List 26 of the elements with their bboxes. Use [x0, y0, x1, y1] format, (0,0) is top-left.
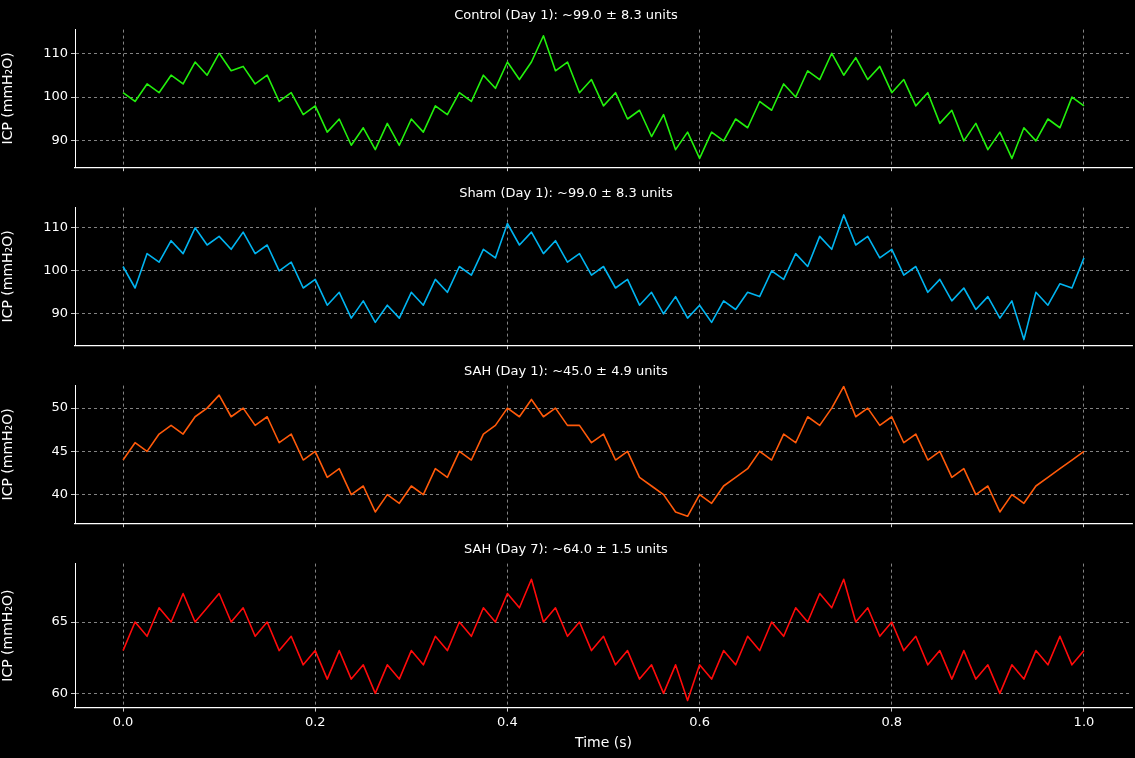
x-tick-label: 0.0: [112, 713, 134, 729]
y-tick-label: 110: [43, 44, 68, 60]
y-tick-label: 100: [43, 88, 68, 104]
x-axis-title: Time (s): [574, 734, 632, 751]
chart-title: SAH (Day 7): ~64.0 ± 1.5 units: [464, 541, 669, 557]
y-tick-label: 90: [51, 132, 68, 148]
x-tick-label: 0.4: [497, 713, 518, 729]
y-axis-title: ICP (mmH₂O): [0, 408, 16, 501]
y-axis-title: ICP (mmH₂O): [0, 230, 16, 323]
y-axis-title: ICP (mmH₂O): [0, 589, 16, 682]
y-tick-label: 65: [51, 613, 68, 629]
y-tick-label: 100: [43, 262, 68, 278]
x-tick-label: 0.6: [689, 713, 710, 729]
x-tick-label: 0.8: [881, 713, 903, 729]
chart-title: Control (Day 1): ~99.0 ± 8.3 units: [454, 7, 679, 23]
y-tick-label: 60: [51, 684, 68, 700]
y-tick-label: 50: [51, 399, 68, 415]
y-axis-title: ICP (mmH₂O): [0, 52, 16, 145]
y-tick-label: 110: [43, 219, 68, 235]
y-tick-label: 40: [51, 486, 68, 502]
y-tick-label: 90: [51, 305, 68, 321]
x-tick-label: 1.0: [1073, 713, 1095, 729]
chart-title: Sham (Day 1): ~99.0 ± 8.3 units: [459, 185, 674, 201]
x-tick-label: 0.2: [304, 713, 326, 729]
y-tick-label: 45: [51, 442, 68, 458]
chart-title: SAH (Day 1): ~45.0 ± 4.9 units: [464, 363, 669, 379]
